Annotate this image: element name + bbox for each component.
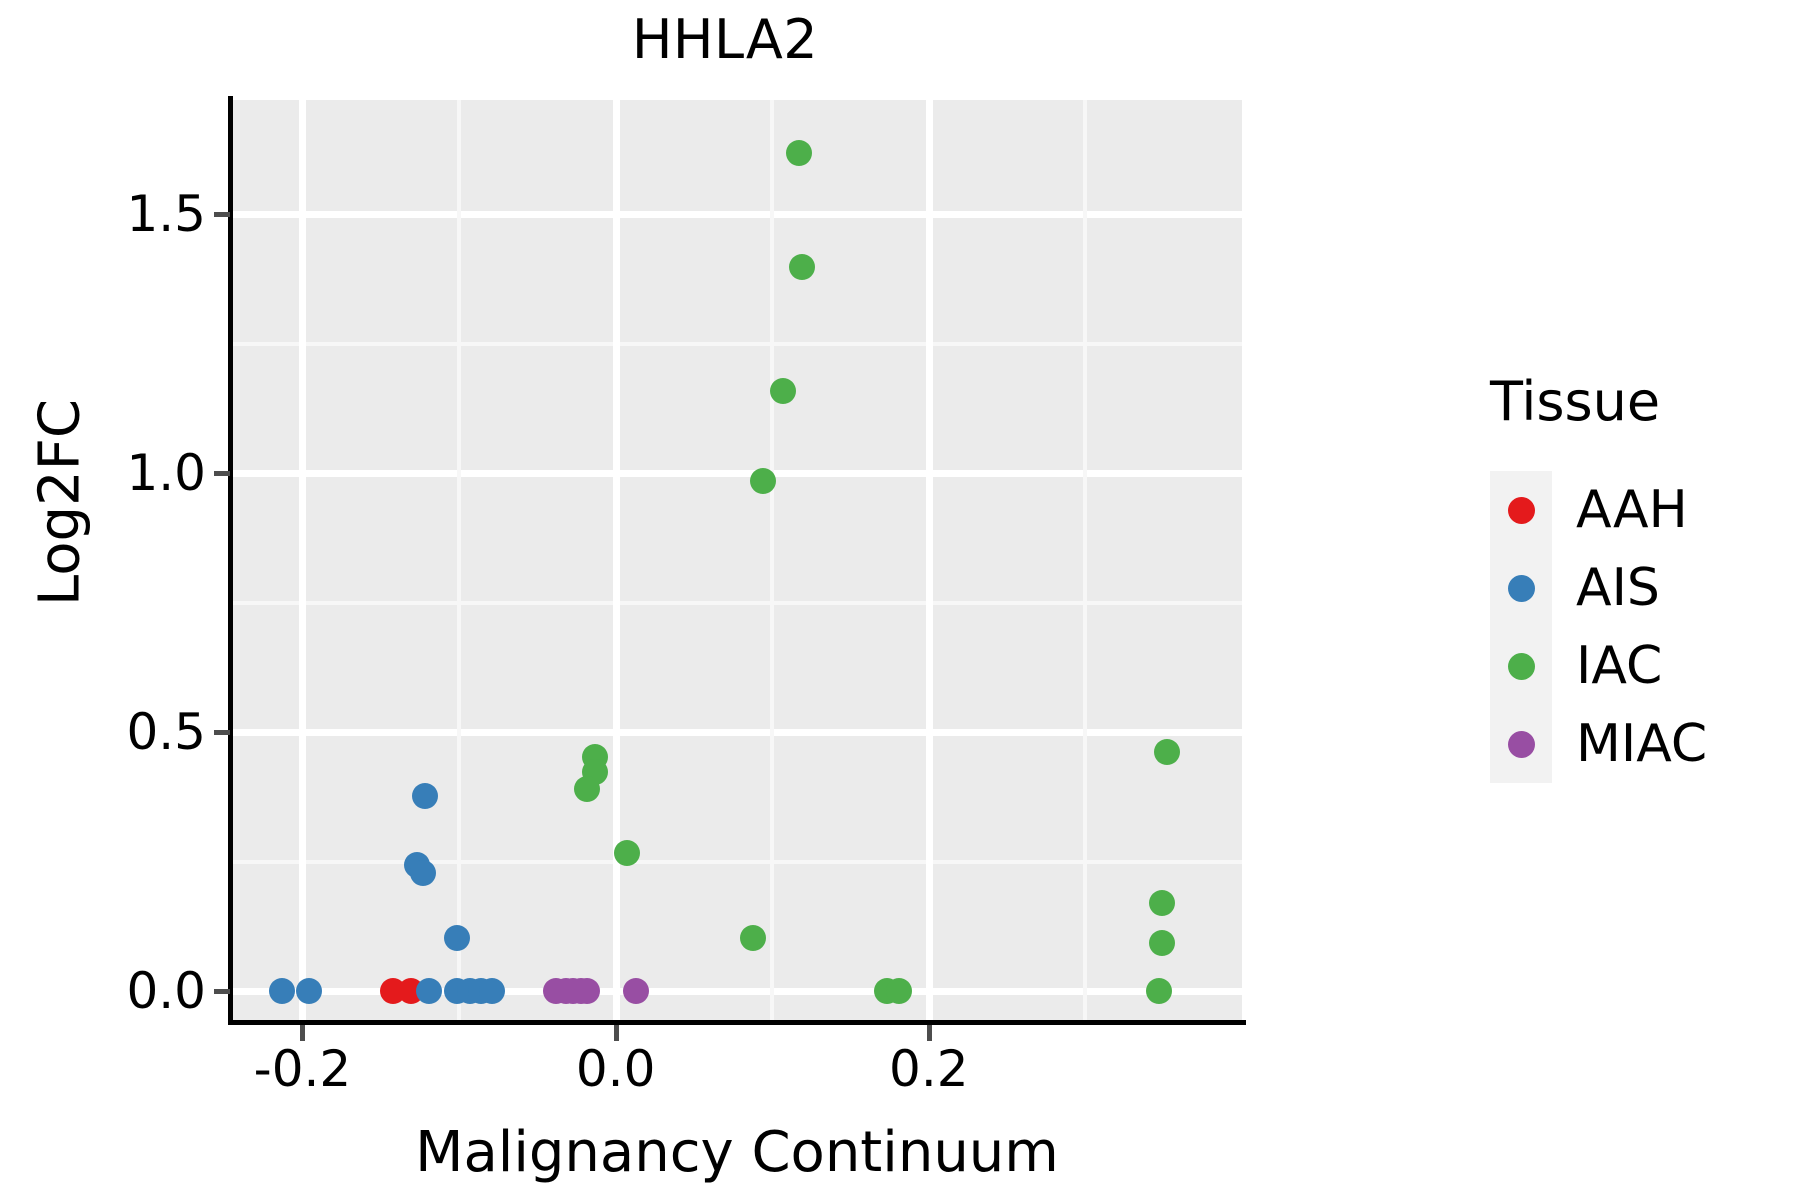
legend: Tissue AAH AIS IAC MIAC [1490,370,1790,783]
legend-key [1490,627,1552,705]
data-point-iac [1149,889,1176,916]
gridline-horizontal-major [232,729,1242,737]
gridline-vertical-major [299,100,307,1020]
legend-dot-icon [1507,730,1535,758]
data-point-ais [416,978,443,1005]
data-point-ais [410,860,437,887]
data-point-miac [574,978,601,1005]
data-point-miac [623,978,649,1005]
x-axis-tick [300,1025,306,1041]
data-point-ais [478,978,505,1005]
data-point-ais [411,782,438,809]
plot-panel [232,100,1242,1020]
gridline-horizontal-minor [232,859,1242,864]
gridline-horizontal-major [232,470,1242,478]
y-axis-tick-label: 0.5 [126,703,206,762]
gridline-horizontal-minor [232,341,1242,346]
gridline-vertical-minor [1083,100,1088,1020]
data-point-ais [444,924,471,951]
x-axis-tick-label: 0.2 [889,1040,969,1098]
data-point-ais [295,978,322,1005]
data-point-iac [740,925,767,952]
page-title: HHLA2 [631,8,819,71]
gridline-vertical-major [612,100,620,1020]
legend-key [1490,705,1552,783]
legend-item-label: IAC [1576,636,1663,696]
y-axis-tick-label: 1.0 [126,444,206,503]
data-point-iac [749,467,776,494]
legend-dot-icon [1507,496,1535,524]
y-axis-line [228,96,233,1024]
y-axis-tick-label: 0.0 [126,962,206,1021]
legend-dot-icon [1507,652,1535,680]
legend-item-miac[interactable]: MIAC [1490,705,1790,783]
y-axis-tick-label: 1.5 [126,185,206,244]
legend-key [1490,549,1552,627]
data-point-iac [788,254,815,281]
legend-item-ais[interactable]: AIS [1490,549,1790,627]
gridline-horizontal-major [232,988,1242,996]
x-axis-title: Malignancy Continuum [415,1120,1059,1185]
gridline-horizontal-major [232,211,1242,219]
data-point-iac [1149,929,1176,956]
y-axis-tick [214,212,230,218]
y-axis-tick [214,471,230,477]
y-axis-tick [214,730,230,736]
x-axis-tick [613,1025,619,1041]
gridline-vertical-minor [457,100,462,1020]
data-point-iac [574,776,601,803]
legend-items: AAH AIS IAC MIAC [1490,471,1790,783]
legend-title: Tissue [1490,370,1661,433]
gridline-vertical-minor [770,100,775,1020]
data-point-iac [770,378,797,405]
legend-item-label: MIAC [1576,714,1708,774]
data-point-ais [269,978,296,1005]
data-point-iac [1146,978,1172,1005]
legend-item-label: AIS [1576,558,1660,618]
gridline-vertical-major [925,100,933,1020]
x-axis-tick-label: -0.2 [253,1040,352,1098]
legend-key [1490,471,1552,549]
data-point-iac [785,139,812,166]
x-axis-tick-label: 0.0 [575,1040,656,1098]
x-axis-line [228,1020,1246,1025]
legend-item-label: AAH [1576,480,1688,540]
x-axis-tick [926,1025,932,1041]
y-axis-tick [214,989,230,995]
data-point-iac [1153,738,1180,765]
y-axis-title: Log2FC [27,399,93,606]
legend-item-aah[interactable]: AAH [1490,471,1790,549]
legend-dot-icon [1507,574,1535,602]
data-point-iac [886,978,913,1005]
data-point-iac [613,839,640,866]
gridline-horizontal-minor [232,600,1242,605]
legend-item-iac[interactable]: IAC [1490,627,1790,705]
